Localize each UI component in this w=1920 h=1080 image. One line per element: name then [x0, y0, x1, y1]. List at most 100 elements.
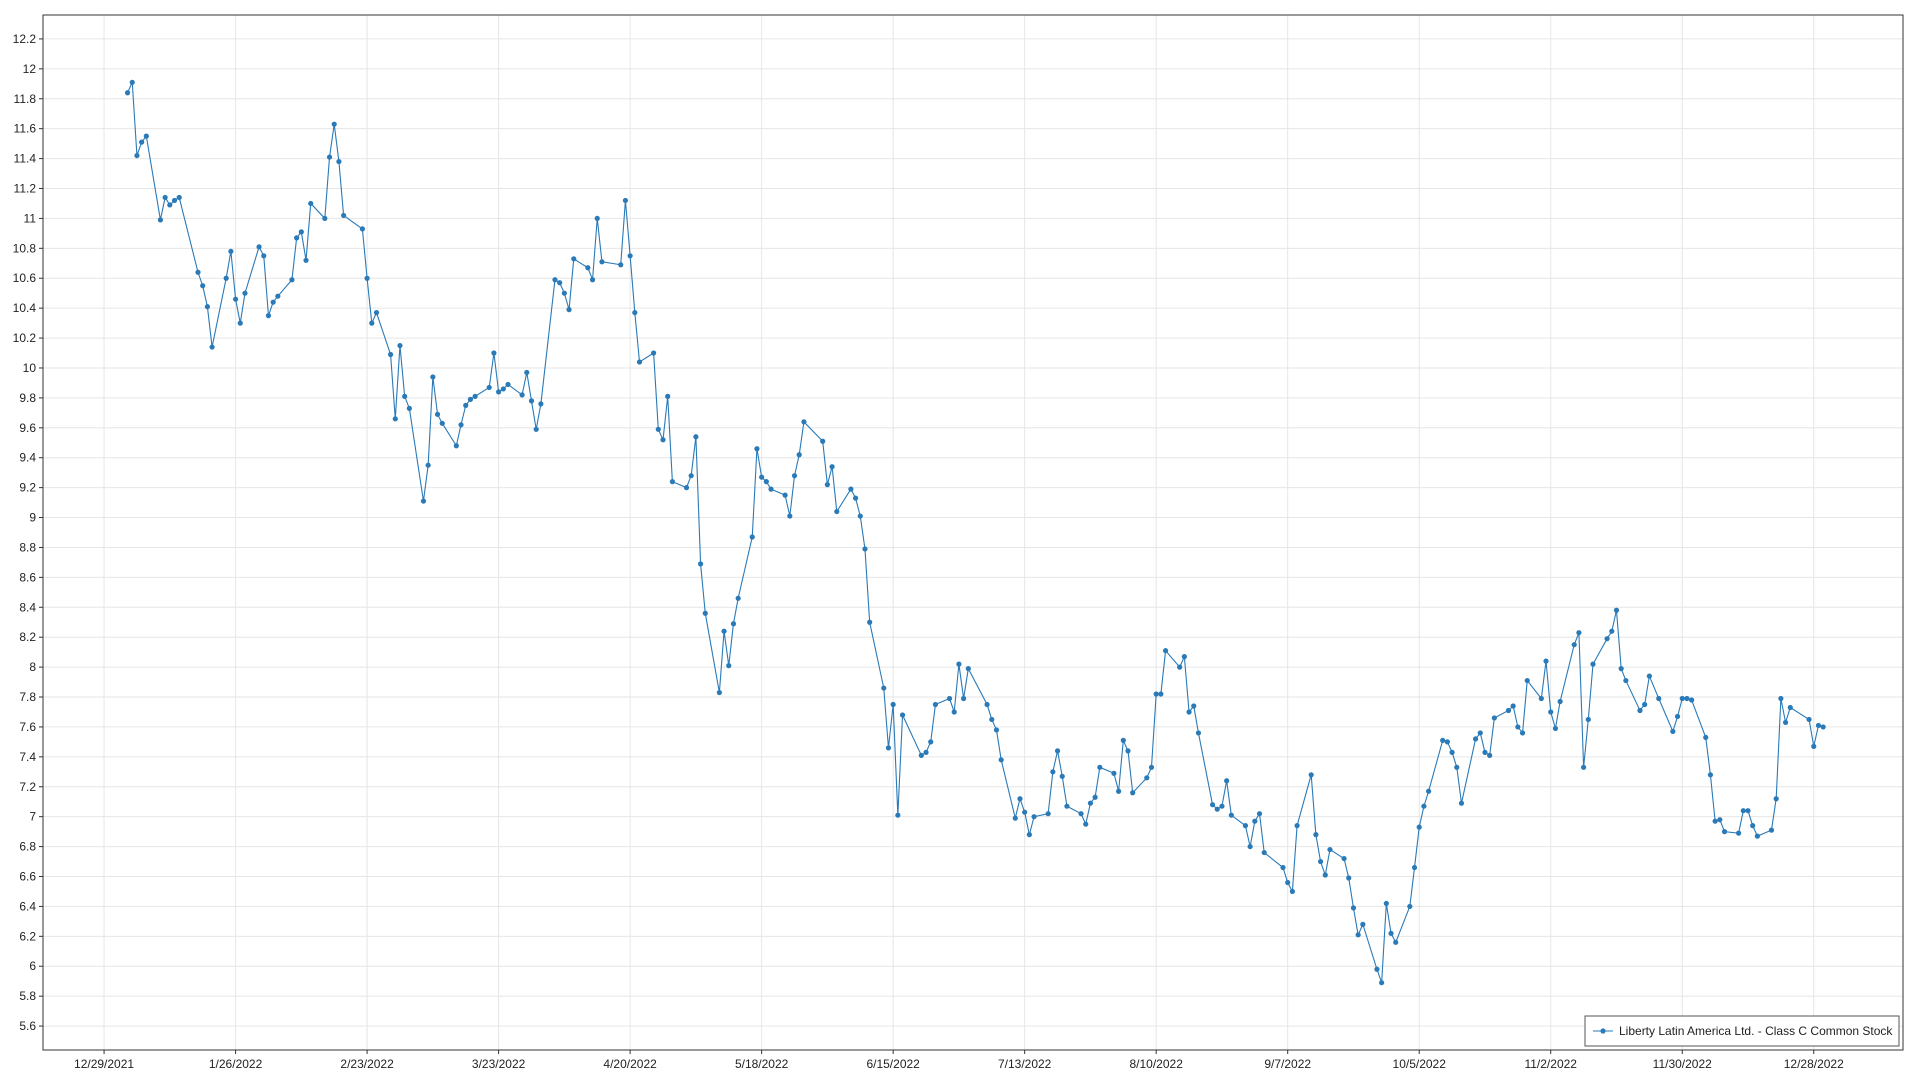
data-point — [1609, 628, 1615, 634]
data-point — [1064, 803, 1070, 809]
data-point — [1618, 666, 1624, 672]
data-point — [1261, 849, 1267, 856]
data-point — [420, 498, 427, 504]
x-tick-label: 11/2/2022 — [1524, 1057, 1577, 1071]
data-point — [965, 666, 971, 672]
data-point — [1379, 980, 1385, 986]
legend-swatch-marker — [1600, 1028, 1606, 1034]
data-point — [791, 473, 798, 479]
data-point — [552, 277, 558, 283]
x-tick-label: 12/28/2022 — [1784, 1057, 1844, 1071]
data-point — [1092, 794, 1098, 800]
y-tick-label: 9.6 — [19, 421, 36, 435]
data-point — [1623, 677, 1629, 684]
x-tick-label: 2/23/2022 — [340, 1057, 394, 1071]
data-point — [1815, 722, 1822, 729]
x-tick-label: 5/18/2022 — [735, 1057, 789, 1071]
data-point — [749, 534, 755, 540]
data-point — [1604, 636, 1610, 642]
data-point — [702, 610, 708, 616]
data-point — [336, 158, 342, 165]
data-point — [1679, 695, 1685, 702]
data-point — [331, 121, 337, 127]
data-point — [1674, 713, 1681, 720]
data-point — [754, 446, 760, 452]
data-point — [618, 262, 624, 268]
data-point — [928, 739, 934, 745]
data-point — [397, 342, 403, 349]
data-point — [524, 369, 530, 376]
data-point — [1754, 833, 1760, 839]
plot-border — [42, 14, 1904, 1051]
x-tick-label: 3/23/2022 — [472, 1057, 526, 1071]
data-point — [209, 344, 215, 350]
y-tick-label: 5.8 — [19, 989, 36, 1003]
data-point — [256, 244, 262, 250]
data-point — [1393, 939, 1399, 945]
data-point — [496, 389, 502, 395]
data-point — [1524, 677, 1530, 684]
data-point — [834, 508, 840, 515]
data-point — [1477, 730, 1483, 736]
data-point — [265, 313, 272, 319]
data-point — [505, 381, 511, 388]
data-point — [951, 709, 957, 715]
data-point — [857, 513, 863, 519]
data-point — [627, 253, 633, 259]
data-point — [261, 253, 267, 259]
data-point — [1787, 704, 1793, 711]
data-point — [697, 561, 704, 567]
data-point — [167, 202, 173, 208]
data-point — [1346, 875, 1352, 881]
y-tick-label: 11.8 — [14, 92, 37, 106]
data-point — [993, 727, 1000, 733]
data-point — [1012, 815, 1018, 821]
data-point — [467, 396, 474, 402]
data-point — [1087, 800, 1094, 806]
data-point — [726, 663, 732, 669]
data-point — [1054, 748, 1061, 754]
data-point — [1590, 661, 1596, 667]
data-point — [341, 212, 347, 219]
data-point — [895, 812, 901, 818]
y-tick-label: 12.2 — [13, 32, 37, 46]
data-point — [1242, 823, 1249, 829]
data-point — [829, 464, 835, 470]
data-point — [434, 411, 441, 417]
data-point — [139, 139, 145, 145]
data-point — [622, 197, 629, 204]
data-point — [1162, 648, 1169, 654]
data-point — [171, 197, 178, 204]
data-point — [824, 482, 830, 488]
y-tick-label: 8.2 — [19, 630, 36, 644]
x-tick-label: 7/13/2022 — [998, 1057, 1052, 1071]
data-point — [1191, 703, 1197, 709]
data-point — [1712, 818, 1718, 824]
y-tick-label: 9.8 — [19, 391, 36, 405]
data-point — [303, 257, 309, 263]
data-point — [1548, 709, 1554, 715]
y-tick-label: 8.4 — [19, 600, 36, 614]
data-point — [1740, 808, 1746, 814]
y-tick-label: 8 — [29, 660, 36, 674]
data-point — [763, 479, 769, 485]
y-tick-label: 10.8 — [13, 241, 37, 255]
data-point — [1252, 818, 1258, 824]
data-point — [373, 310, 380, 316]
data-point — [632, 310, 638, 316]
data-point — [1144, 775, 1150, 781]
data-point — [298, 229, 304, 235]
data-point — [1116, 788, 1122, 794]
data-point — [1120, 737, 1126, 743]
data-point — [890, 701, 896, 708]
data-point — [237, 320, 243, 326]
data-point — [1177, 664, 1183, 670]
y-tick-label: 7.4 — [19, 750, 36, 764]
data-point — [1022, 809, 1028, 815]
data-point — [1130, 790, 1136, 796]
data-point — [688, 473, 694, 479]
data-point — [1308, 772, 1314, 778]
data-point — [1289, 888, 1295, 895]
